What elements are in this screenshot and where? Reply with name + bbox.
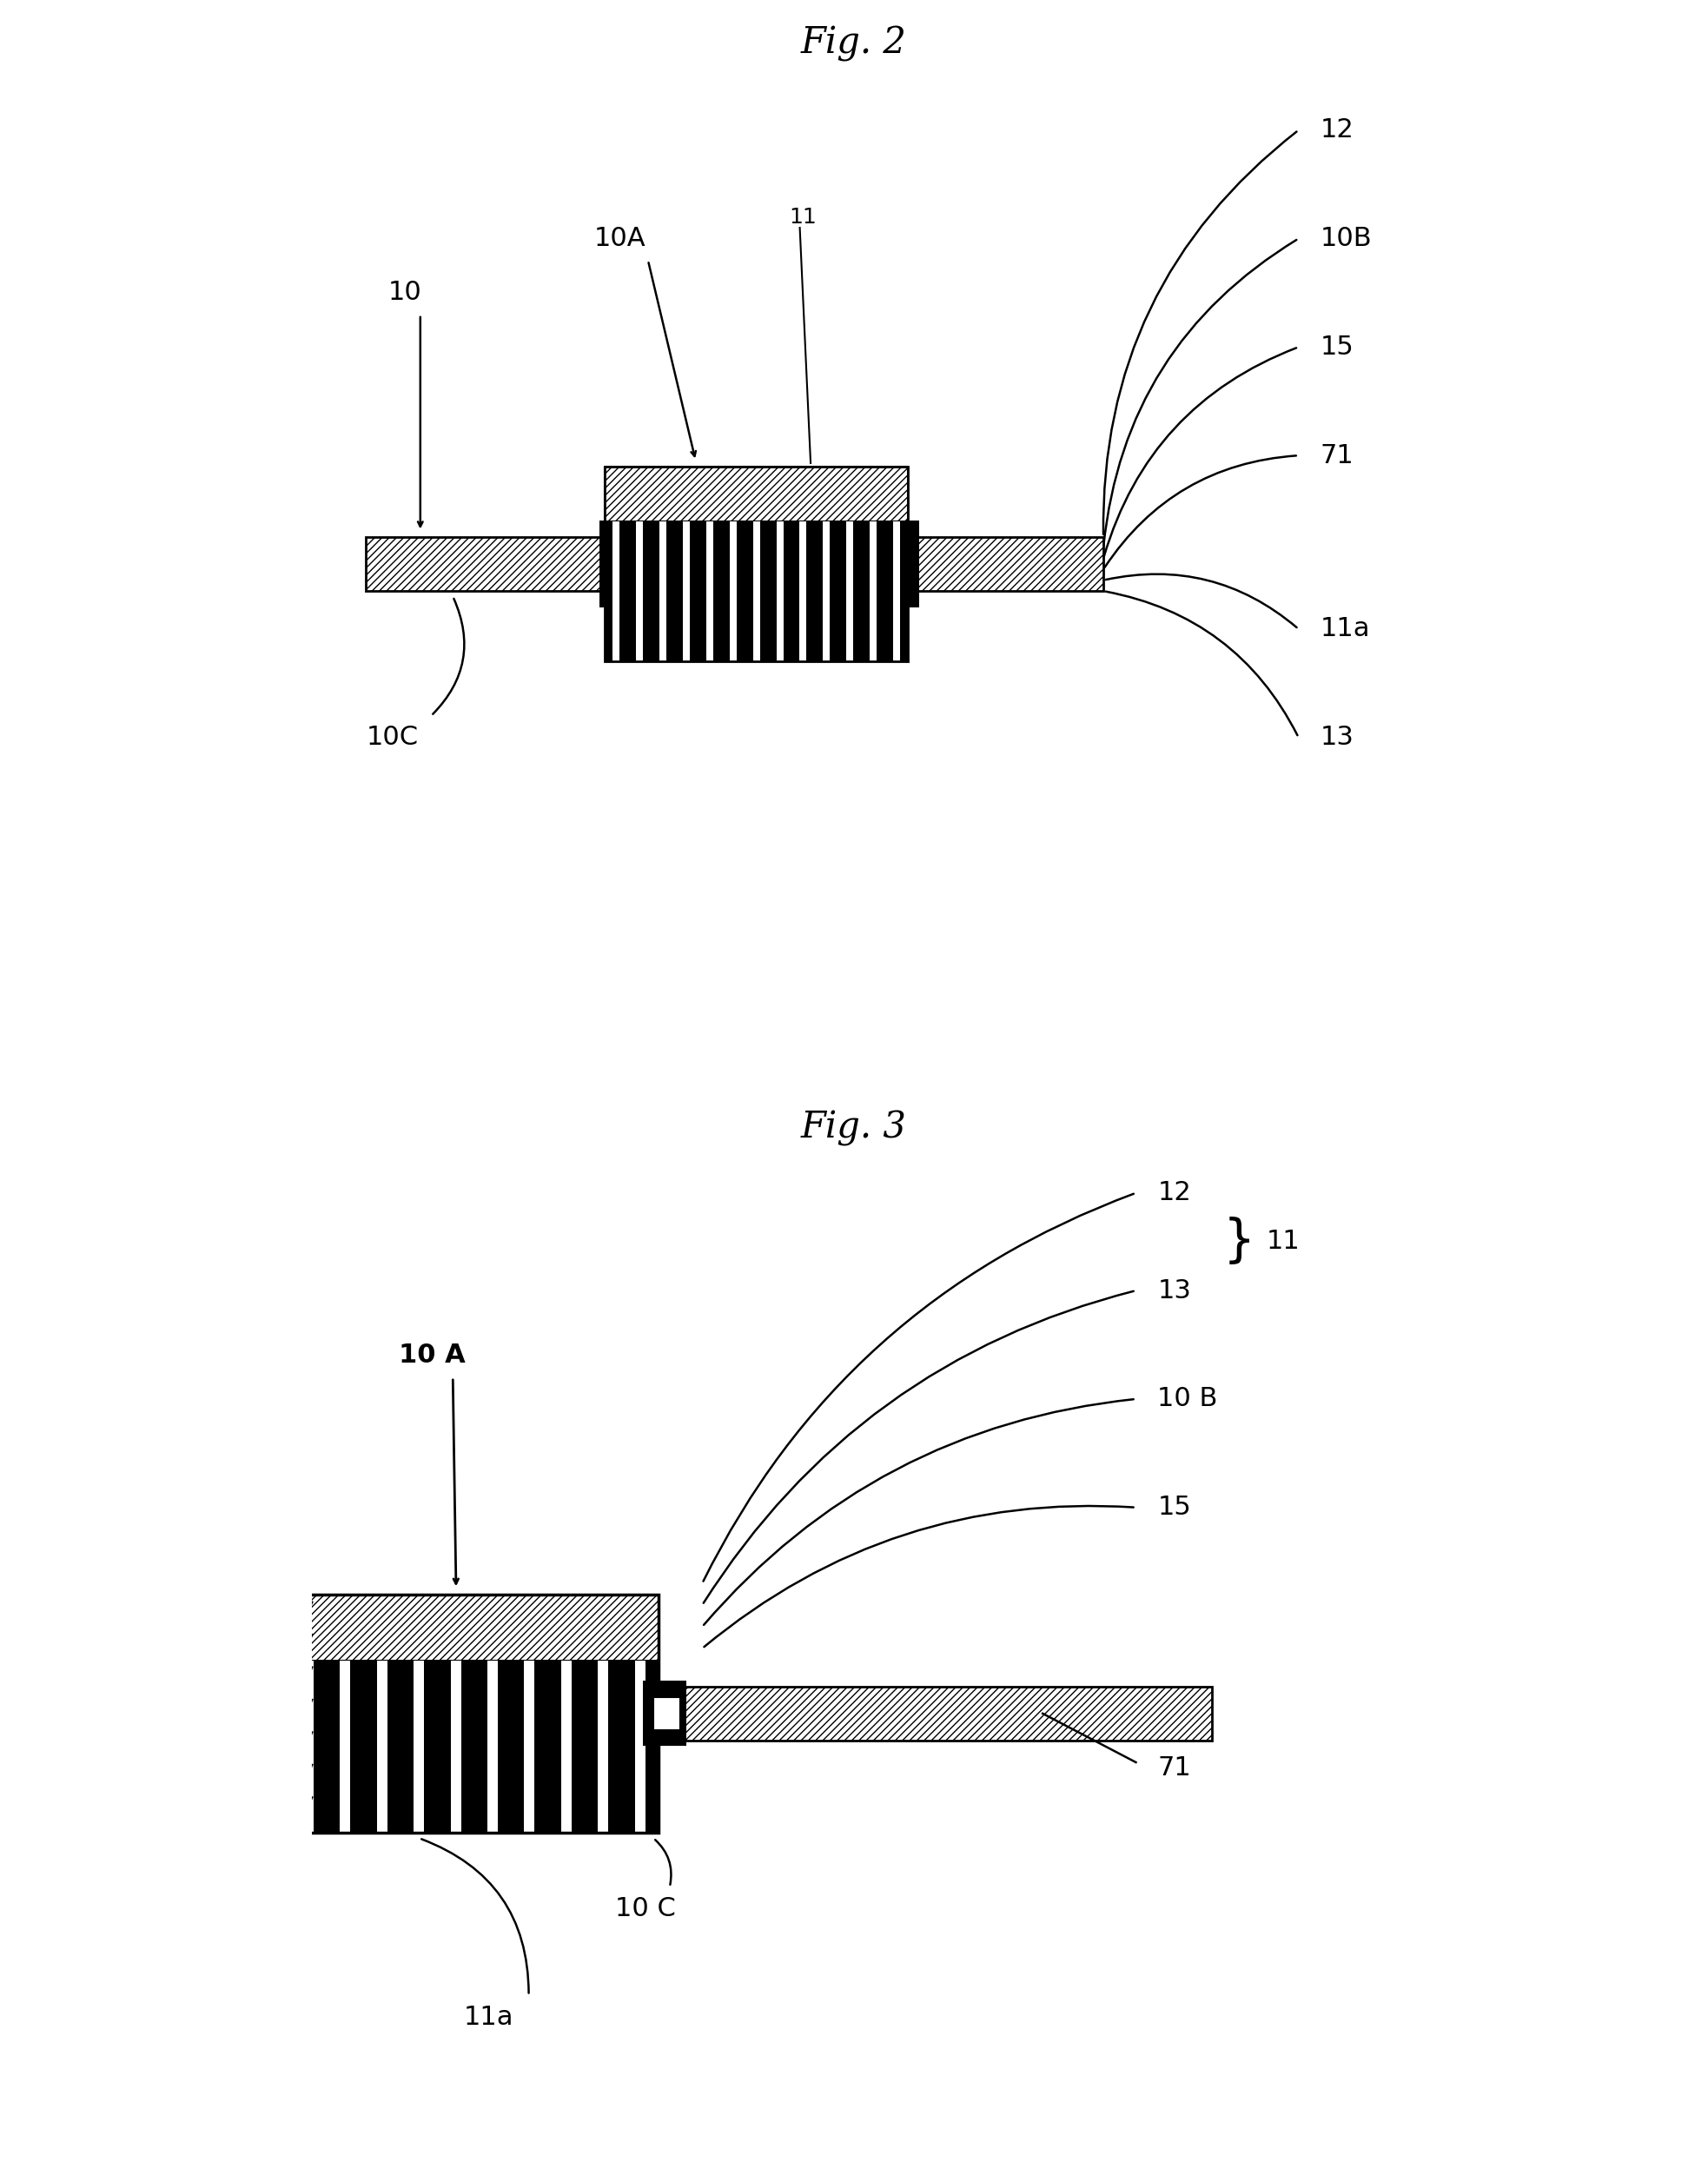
Text: 11a: 11a xyxy=(463,2004,514,2030)
Bar xyxy=(635,1661,646,1833)
Bar xyxy=(893,521,900,662)
Bar xyxy=(290,1594,659,1833)
Bar xyxy=(909,536,1103,590)
Text: 10C: 10C xyxy=(366,724,418,750)
Text: 71: 71 xyxy=(1158,1755,1190,1781)
Bar xyxy=(290,1594,659,1833)
Bar xyxy=(654,1696,680,1731)
Text: 11a: 11a xyxy=(1320,616,1370,642)
Bar xyxy=(869,521,876,662)
Bar xyxy=(847,521,854,662)
Text: 11: 11 xyxy=(789,206,816,228)
Text: 12: 12 xyxy=(1320,117,1354,143)
Bar xyxy=(775,521,784,662)
Text: 10: 10 xyxy=(388,280,422,306)
Text: Fig. 2: Fig. 2 xyxy=(801,26,907,61)
Text: Fig. 3: Fig. 3 xyxy=(801,1111,907,1145)
Bar xyxy=(366,536,605,590)
Text: 13: 13 xyxy=(1158,1278,1192,1304)
Bar xyxy=(705,521,714,662)
Text: 10 C: 10 C xyxy=(615,1896,676,1922)
Text: 12: 12 xyxy=(1158,1180,1190,1206)
Text: 10A: 10A xyxy=(594,226,646,252)
Text: 11: 11 xyxy=(1266,1230,1300,1254)
Bar xyxy=(729,521,736,662)
Bar xyxy=(413,1661,424,1833)
Bar xyxy=(642,1681,687,1746)
Bar xyxy=(823,521,830,662)
Text: 15: 15 xyxy=(1320,334,1354,360)
Text: 10 A: 10 A xyxy=(398,1343,465,1369)
Bar xyxy=(605,466,909,521)
Bar xyxy=(753,521,760,662)
Bar xyxy=(605,466,909,662)
Bar xyxy=(340,1661,350,1833)
Bar xyxy=(613,521,620,662)
Bar xyxy=(647,1687,1211,1740)
Bar xyxy=(562,1661,572,1833)
Bar xyxy=(659,521,666,662)
Text: 10B: 10B xyxy=(1320,226,1372,252)
Bar xyxy=(605,466,909,662)
Bar xyxy=(451,1661,461,1833)
Bar xyxy=(377,1661,388,1833)
Bar xyxy=(897,521,919,607)
Text: 71: 71 xyxy=(1320,442,1354,469)
Text: 13: 13 xyxy=(1320,724,1354,750)
Text: }: } xyxy=(1223,1217,1255,1267)
Bar xyxy=(598,1661,608,1833)
Text: 15: 15 xyxy=(1158,1494,1190,1520)
Bar xyxy=(683,521,690,662)
Bar xyxy=(524,1661,535,1833)
Bar xyxy=(600,521,615,607)
Bar xyxy=(487,1661,497,1833)
Bar xyxy=(799,521,806,662)
Bar xyxy=(290,1594,659,1661)
Bar xyxy=(635,521,644,662)
Text: 10 B: 10 B xyxy=(1158,1386,1218,1412)
Bar xyxy=(302,1661,314,1833)
